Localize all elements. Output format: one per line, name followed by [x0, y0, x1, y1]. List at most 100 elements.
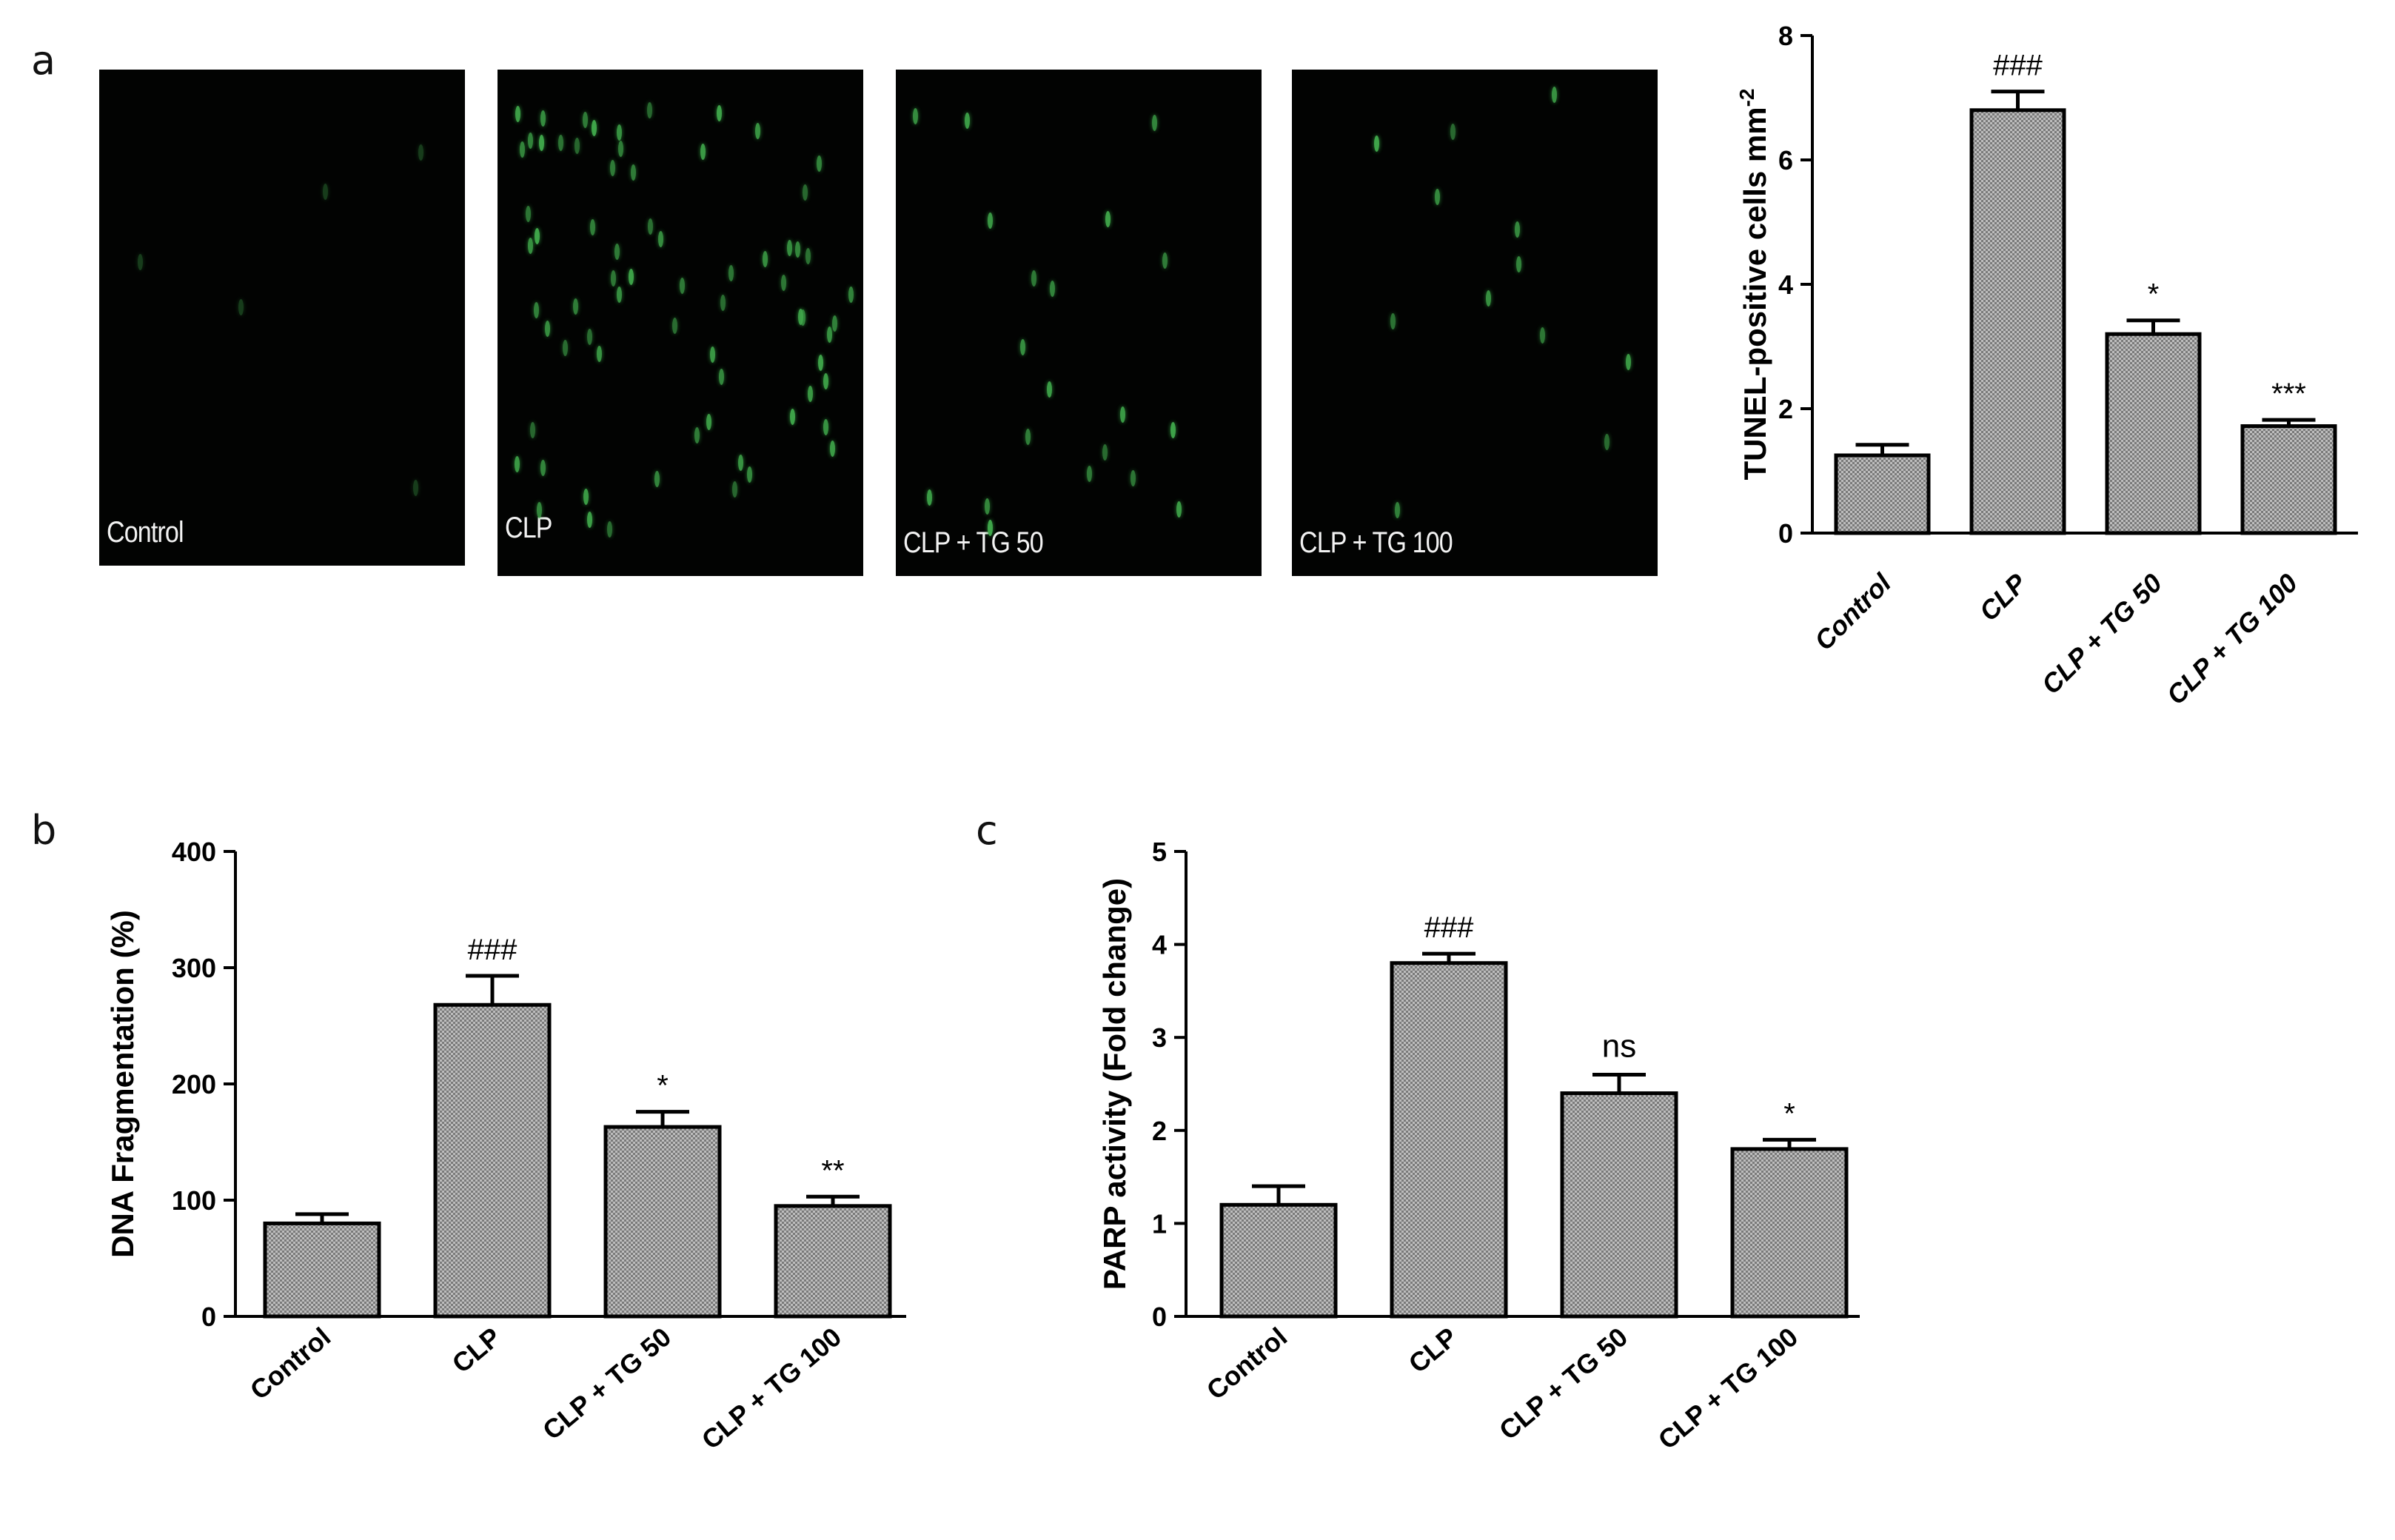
tunel-positive-cell — [1515, 256, 1521, 273]
y-tick-label: 3 — [1152, 1022, 1167, 1053]
tunel-positive-cell — [818, 354, 824, 371]
tunel-positive-cell — [1162, 252, 1168, 269]
tunel-positive-cell — [573, 298, 579, 315]
y-axis-label: TUNEL-positive cells mm-2 — [1735, 88, 1772, 480]
tunel-positive-cell — [589, 219, 595, 236]
tunel-positive-cell — [617, 140, 623, 157]
tunel-positive-cell — [629, 268, 634, 285]
tunel-positive-cell — [614, 243, 620, 260]
tunel-positive-cell — [732, 481, 738, 498]
tunel-positive-cell — [138, 253, 144, 270]
tunel-positive-cell — [1604, 433, 1609, 450]
significance-annotation: ### — [468, 934, 517, 966]
tunel-positive-cell — [596, 346, 602, 363]
x-tick-label: CLP — [1403, 1322, 1464, 1379]
tunel-positive-cell — [534, 227, 540, 244]
micrograph-caption: CLP + TG 100 — [1299, 526, 1453, 559]
panel-label-b: b — [31, 807, 57, 854]
significance-annotation: * — [1783, 1097, 1795, 1130]
tunel-positive-cell — [1486, 290, 1492, 307]
tunel-positive-cell — [988, 520, 994, 537]
tunel-positive-cell — [591, 119, 597, 136]
tunel-positive-cell — [647, 218, 653, 235]
tunel-positive-cell — [848, 287, 854, 304]
y-tick-label: 200 — [172, 1069, 216, 1099]
bar — [1390, 961, 1508, 1319]
tunel-positive-cell — [988, 212, 994, 230]
bar — [1560, 1091, 1678, 1319]
x-tick-label: Control — [1809, 567, 1897, 656]
y-tick-label: 6 — [1778, 145, 1793, 175]
tunel-positive-cell — [1130, 470, 1136, 487]
tunel-positive-cell — [802, 184, 808, 201]
tunel-positive-cell — [795, 241, 801, 258]
bar — [774, 1204, 892, 1319]
tunel-positive-cell — [1119, 406, 1125, 424]
tunel-positive-cell — [238, 299, 244, 316]
tunel-positive-cell — [1374, 135, 1380, 152]
y-tick-label: 2 — [1778, 394, 1793, 424]
tunel-positive-cell — [700, 144, 706, 161]
y-axis-label: PARP activity (Fold change) — [1097, 878, 1132, 1290]
x-tick-label: CLP — [1973, 567, 2033, 627]
y-tick-label: 8 — [1778, 21, 1793, 51]
tunel-positive-cell — [654, 471, 660, 488]
significance-annotation: * — [2148, 278, 2160, 311]
micrograph-clp-tg100: CLP + TG 100 — [1292, 70, 1658, 576]
y-tick-label: 0 — [201, 1302, 216, 1332]
tunel-positive-cell — [823, 418, 829, 435]
tunel-positive-cell — [710, 346, 716, 364]
tunel-positive-cell — [1031, 270, 1036, 287]
tunel-positive-cell — [807, 386, 813, 403]
tunel-positive-cell — [786, 239, 792, 256]
tunel-positive-cell — [1152, 115, 1158, 132]
y-tick-label: 1 — [1152, 1208, 1167, 1239]
tunel-positive-cell — [528, 133, 534, 150]
tunel-positive-cell — [719, 369, 725, 386]
bar — [263, 1221, 381, 1319]
tunel-positive-cell — [1049, 280, 1055, 297]
tunel-positive-cell — [658, 230, 664, 247]
micrograph-caption: Control — [107, 516, 184, 549]
y-axis-label: DNA Fragmentation (%) — [105, 910, 140, 1258]
bar — [1730, 1147, 1849, 1319]
tunel-positive-cell — [1450, 123, 1456, 140]
tunel-positive-cell — [412, 479, 418, 496]
y-tick-label: 400 — [172, 837, 216, 867]
significance-annotation: *** — [2271, 378, 2306, 410]
y-axis-label-superscript: -2 — [1735, 88, 1758, 107]
tunel-positive-cell — [536, 502, 542, 519]
tunel-positive-cell — [694, 426, 700, 443]
tunel-positive-cell — [528, 238, 534, 255]
tunel-positive-cell — [575, 137, 580, 154]
micrograph-clp-tg50: CLP + TG 50 — [896, 70, 1262, 576]
tunel-positive-cell — [1170, 421, 1176, 438]
x-tick-label: Control — [1201, 1322, 1293, 1406]
tunel-positive-cell — [540, 110, 546, 127]
tunel-positive-cell — [1626, 354, 1632, 371]
tunel-positive-cell — [544, 321, 550, 338]
tunel-positive-cell — [1176, 500, 1182, 518]
x-tick-label: Control — [244, 1322, 336, 1406]
tunel-positive-cell — [1390, 313, 1396, 330]
tunel-positive-cell — [1046, 381, 1052, 398]
tunel-positive-cell — [746, 466, 752, 483]
tunel-positive-cell — [763, 251, 768, 268]
tunel-positive-cell — [816, 155, 822, 173]
significance-annotation: ns — [1602, 1028, 1636, 1064]
significance-annotation: ### — [1993, 50, 2043, 82]
tunel-positive-cell — [533, 301, 539, 318]
y-tick-label: 4 — [1152, 930, 1167, 960]
tunel-positive-cell — [964, 112, 970, 129]
tunel-positive-cell — [738, 455, 743, 472]
y-tick-label: 300 — [172, 953, 216, 983]
tunel-positive-cell — [926, 489, 932, 506]
tunel-positive-cell — [587, 511, 593, 528]
x-tick-label: CLP + TG 50 — [537, 1322, 677, 1446]
tunel-positive-cell — [720, 294, 726, 311]
tunel-positive-cell — [754, 123, 760, 140]
x-tick-label: CLP + TG 100 — [2160, 568, 2303, 711]
tunel-positive-cell — [515, 106, 521, 123]
tunel-positive-cell — [1020, 339, 1026, 356]
y-tick-label: 0 — [1778, 518, 1793, 549]
